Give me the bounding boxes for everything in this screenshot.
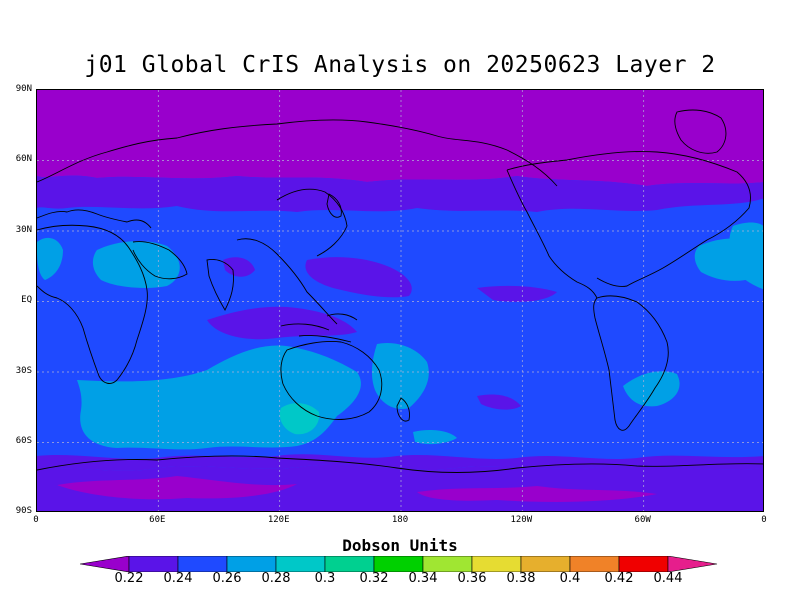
lon-tick-label: 0 bbox=[33, 515, 39, 525]
ozone-region bbox=[37, 90, 763, 186]
lon-tick-label: 120W bbox=[510, 515, 533, 525]
lat-tick-label: 60N bbox=[15, 154, 32, 164]
ozone-region bbox=[413, 430, 457, 445]
colorbar-swatch bbox=[324, 555, 375, 573]
ozone-region bbox=[92, 241, 180, 288]
ozone-region bbox=[305, 257, 412, 298]
colorbar-title: Dobson Units bbox=[342, 536, 458, 555]
colorbar-label: 0.36 bbox=[457, 571, 487, 586]
colorbar-swatch bbox=[128, 555, 179, 573]
colorbar-swatch bbox=[471, 555, 522, 573]
coastline-japan bbox=[326, 193, 342, 218]
lat-tick-label: 90S bbox=[15, 506, 32, 516]
graticule bbox=[37, 90, 763, 511]
colorbar-swatch bbox=[618, 555, 669, 573]
coastline-south-america bbox=[593, 295, 669, 431]
colorbar-label: 0.26 bbox=[212, 571, 242, 586]
colorbar-label: 0.28 bbox=[261, 571, 291, 586]
coastline-north-america bbox=[506, 151, 751, 287]
ozone-region bbox=[477, 394, 521, 410]
coastline-se-asia bbox=[236, 238, 338, 325]
coastline-antarctica bbox=[37, 455, 763, 473]
colorbar-min-arrow bbox=[79, 555, 130, 573]
coastline-india bbox=[206, 259, 234, 311]
ozone-region bbox=[371, 342, 429, 410]
colorbar-label: 0.3 bbox=[314, 571, 336, 586]
coastlines bbox=[37, 109, 763, 473]
colorbar-label: 0.4 bbox=[559, 571, 581, 586]
colorbar-label: 0.22 bbox=[114, 571, 144, 586]
coastline-europe-asia bbox=[37, 119, 558, 187]
lat-tick-label: 30N bbox=[15, 225, 32, 235]
lon-tick-label: 180 bbox=[391, 515, 409, 525]
colorbar-max-arrow bbox=[667, 555, 718, 573]
coastline-arabia bbox=[132, 241, 188, 280]
colorbar-label: 0.44 bbox=[653, 571, 683, 586]
colorbar bbox=[79, 555, 720, 576]
ozone-region bbox=[37, 175, 763, 212]
ozone-region bbox=[57, 476, 297, 500]
colorbar-swatch bbox=[275, 555, 326, 573]
colorbar-label: 0.38 bbox=[506, 571, 536, 586]
lon-tick-label: 120E bbox=[267, 515, 290, 525]
colorbar-swatch bbox=[422, 555, 473, 573]
lon-tick-label: 60W bbox=[634, 515, 651, 525]
lon-tick-label: 0 bbox=[761, 515, 767, 525]
colorbar-swatch bbox=[373, 555, 424, 573]
coastline-new-zealand bbox=[396, 397, 410, 422]
ozone-region bbox=[223, 257, 255, 277]
ozone-region bbox=[477, 285, 557, 302]
map-canvas bbox=[36, 89, 764, 512]
lon-tick-label: 60E bbox=[149, 515, 166, 525]
coastline-east-asia bbox=[276, 188, 348, 257]
coastline-australia bbox=[280, 341, 383, 420]
ozone-region bbox=[207, 306, 357, 340]
lat-tick-label: 60S bbox=[15, 436, 32, 446]
colorbar-label: 0.32 bbox=[359, 571, 389, 586]
map-title: j01 Global CrIS Analysis on 20250623 Lay… bbox=[84, 52, 716, 78]
colorbar-label: 0.24 bbox=[163, 571, 193, 586]
lat-tick-label: EQ bbox=[21, 295, 32, 305]
coastline-greenland bbox=[674, 109, 727, 154]
ozone-region bbox=[279, 403, 320, 435]
coastline-indonesia bbox=[280, 313, 358, 343]
lat-tick-label: 30S bbox=[15, 366, 32, 376]
colorbar-swatch bbox=[569, 555, 620, 573]
ozone-region bbox=[623, 371, 680, 407]
ozone-region bbox=[37, 454, 763, 471]
coastline-north-america-west bbox=[506, 169, 598, 299]
colorbar-swatch bbox=[226, 555, 277, 573]
colorbar-label: 0.34 bbox=[408, 571, 438, 586]
ozone-region bbox=[729, 222, 763, 290]
ozone-region bbox=[417, 486, 657, 502]
ozone-region bbox=[37, 237, 63, 280]
coastline-africa bbox=[37, 224, 148, 384]
colorbar-swatch bbox=[520, 555, 571, 573]
colorbar-label: 0.42 bbox=[604, 571, 634, 586]
lat-tick-label: 90N bbox=[15, 84, 32, 94]
coastline-europe-south bbox=[37, 209, 152, 229]
colorbar-swatch bbox=[177, 555, 228, 573]
